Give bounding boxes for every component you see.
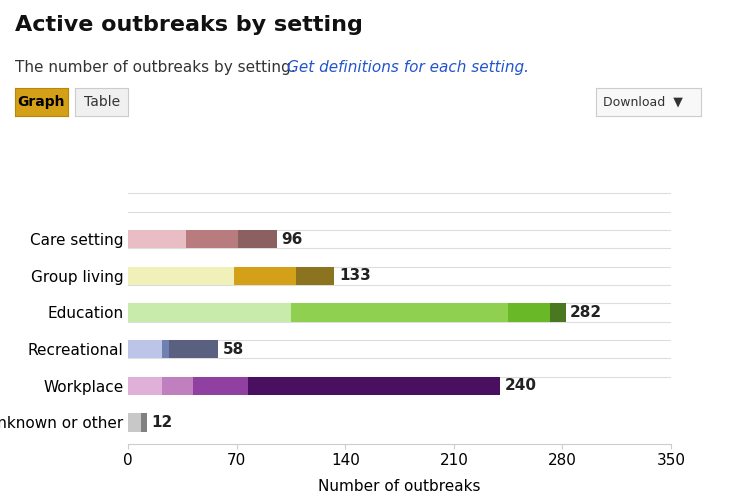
- Bar: [128, 376, 162, 395]
- Bar: [128, 413, 140, 431]
- Text: Get definitions for each setting.: Get definitions for each setting.: [287, 60, 529, 76]
- Text: Table: Table: [84, 95, 120, 109]
- Bar: [296, 267, 335, 285]
- Text: 12: 12: [152, 415, 173, 430]
- Bar: [140, 413, 147, 431]
- Bar: [550, 303, 566, 322]
- Bar: [238, 230, 277, 248]
- Text: Download  ▼: Download ▼: [603, 96, 683, 108]
- X-axis label: Number of outbreaks: Number of outbreaks: [318, 479, 481, 494]
- Text: The number of outbreaks by setting.: The number of outbreaks by setting.: [15, 60, 296, 76]
- Bar: [508, 303, 550, 322]
- Text: 282: 282: [570, 305, 602, 320]
- Bar: [162, 340, 168, 358]
- Bar: [128, 267, 234, 285]
- Text: Active outbreaks by setting: Active outbreaks by setting: [15, 15, 363, 35]
- Bar: [247, 376, 501, 395]
- Text: 58: 58: [222, 342, 244, 357]
- Bar: [128, 230, 185, 248]
- Bar: [168, 340, 218, 358]
- Bar: [291, 303, 508, 322]
- Bar: [128, 303, 291, 322]
- Bar: [185, 230, 238, 248]
- Bar: [128, 340, 162, 358]
- Bar: [234, 267, 296, 285]
- Text: 240: 240: [505, 379, 537, 393]
- Bar: [162, 376, 193, 395]
- Text: 133: 133: [339, 268, 371, 283]
- Text: 96: 96: [282, 232, 303, 246]
- Bar: [193, 376, 247, 395]
- Text: Graph: Graph: [18, 95, 65, 109]
